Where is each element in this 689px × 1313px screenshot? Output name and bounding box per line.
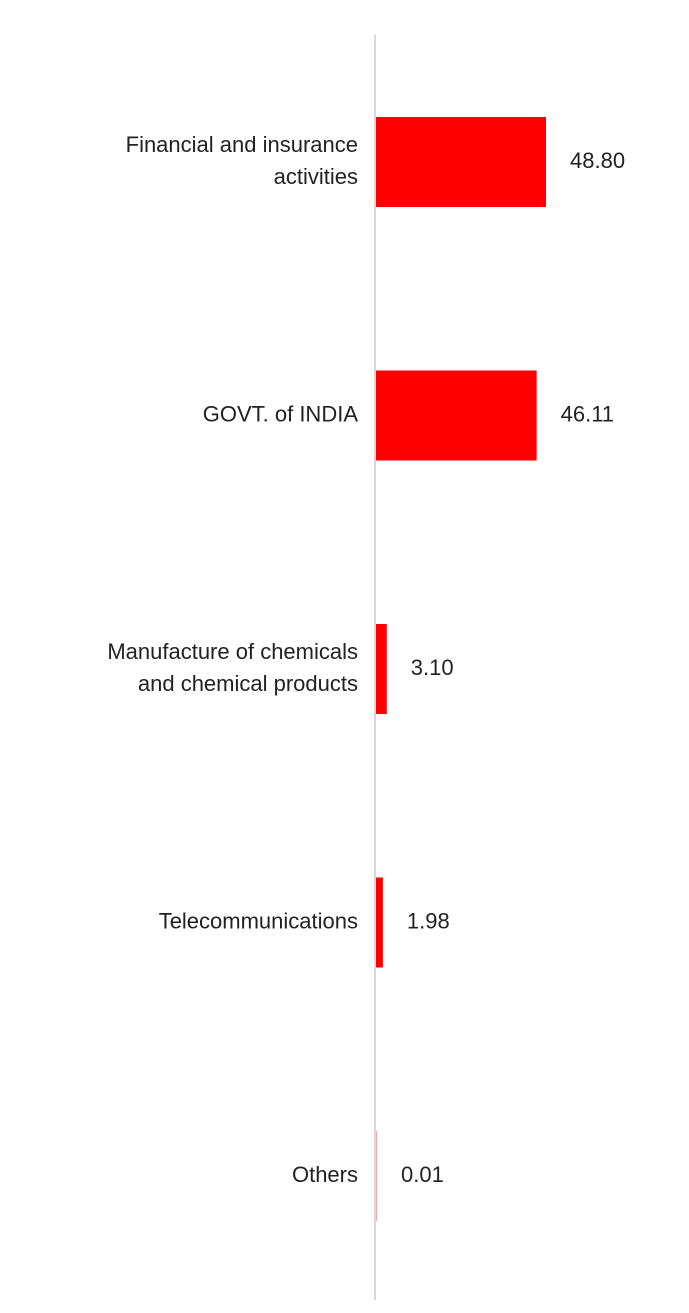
value-label: 48.80 (570, 148, 625, 173)
value-labels-layer: 48.80 46.11 3.10 1.98 0.01 (401, 148, 625, 1187)
category-labels-layer: Financial and insurance activities GOVT. o… (107, 132, 358, 1187)
category-label: Manufacture of chemicals and chemical pro… (107, 639, 358, 696)
category-label: GOVT. of INDIA (203, 401, 359, 426)
category-label-line: Telecommunications (159, 908, 358, 933)
value-label: 0.01 (401, 1162, 444, 1187)
value-label: 3.10 (411, 655, 454, 680)
bar (376, 624, 387, 714)
category-label: Telecommunications (159, 908, 358, 933)
bar (376, 877, 383, 968)
category-label-line: and chemical products (138, 671, 358, 696)
bar (376, 117, 546, 207)
bar (376, 1131, 377, 1221)
value-label: 1.98 (407, 908, 450, 933)
category-label: Others (292, 1162, 358, 1187)
value-label: 46.11 (561, 401, 614, 426)
category-label-line: activities (274, 164, 358, 189)
category-label-line: Others (292, 1162, 358, 1187)
category-label-line: GOVT. of INDIA (203, 401, 359, 426)
category-label: Financial and insurance activities (126, 132, 358, 189)
bars-layer (376, 117, 546, 1221)
category-label-line: Manufacture of chemicals (107, 639, 358, 664)
bar (376, 370, 537, 461)
category-label-line: Financial and insurance (126, 132, 358, 157)
